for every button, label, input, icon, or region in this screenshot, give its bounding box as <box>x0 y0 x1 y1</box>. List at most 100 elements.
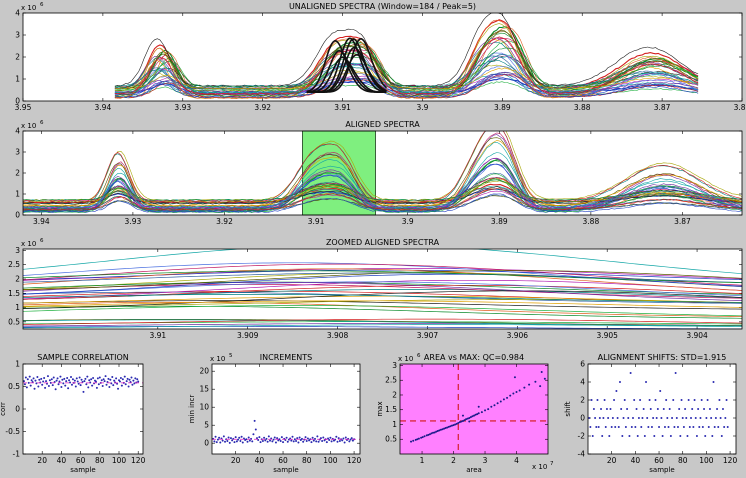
increments-point <box>229 437 232 440</box>
corr-point <box>136 378 139 381</box>
zoomed-xtick-label: 3.909 <box>237 331 259 340</box>
unaligned-xtick-label: 3.88 <box>574 103 591 112</box>
increments-point <box>269 439 272 442</box>
shifts-point <box>617 426 620 428</box>
aligned-series-line <box>23 139 742 207</box>
increments-point <box>330 440 333 443</box>
zoomed-series-line <box>23 272 742 283</box>
increments-point <box>293 438 296 441</box>
areamax-point <box>435 430 438 433</box>
corr-xlabel: sample <box>70 466 95 474</box>
increments-point <box>240 435 243 438</box>
corr-point <box>88 379 91 382</box>
shifts-point <box>720 435 723 437</box>
unaligned-ytick-label: 3 <box>15 31 20 40</box>
shifts-point <box>692 426 695 428</box>
areamax-point <box>468 417 471 419</box>
aligned-series-line <box>23 131 742 205</box>
unaligned-xtick-label: 3.87 <box>654 103 671 112</box>
aligned-series-line <box>23 152 742 208</box>
shifts-point <box>676 426 679 428</box>
aligned-title: ALIGNED SPECTRA <box>345 120 420 129</box>
shifts-point <box>621 435 624 437</box>
increments-point <box>254 428 257 431</box>
shifts-point <box>682 426 685 428</box>
areamax-point <box>493 404 496 407</box>
areamax-point <box>523 386 526 389</box>
corr-point <box>98 376 101 379</box>
aligned-exponent: 6 <box>40 120 44 126</box>
zoomed-xtick-label: 3.91 <box>149 331 166 340</box>
shifts-point <box>629 372 632 374</box>
zoomed-xtick-label: 3.904 <box>686 331 708 340</box>
areamax-point <box>480 411 483 414</box>
increments-point <box>227 436 230 439</box>
corr-point <box>35 382 38 385</box>
increments-point <box>325 441 328 444</box>
zoomed-ytick-label: 0.5 <box>8 317 20 326</box>
shifts-point <box>623 399 626 401</box>
increments-point <box>265 437 268 440</box>
shifts-point <box>687 399 690 401</box>
aligned-xtick-label: 3.94 <box>33 217 50 226</box>
shifts-xtick-label: 120 <box>723 456 738 465</box>
shifts-point <box>614 426 617 428</box>
increments-point <box>314 437 317 440</box>
shifts-point <box>636 435 639 437</box>
increments-point <box>316 435 319 438</box>
shifts-point <box>686 435 689 437</box>
shifts-point <box>615 390 618 392</box>
areamax-point <box>506 396 509 399</box>
shifts-xtick-label: 20 <box>607 456 617 465</box>
shifts-point <box>600 408 603 410</box>
corr-point <box>70 383 73 386</box>
areamax-point <box>455 422 458 425</box>
increments-point <box>317 440 320 443</box>
shifts-point <box>690 417 693 419</box>
shifts-point <box>649 408 652 410</box>
corr-point <box>45 380 48 383</box>
shifts-point <box>620 408 623 410</box>
increments-exp-base: x 10 <box>210 355 225 363</box>
increments-ylabel: min incr <box>188 395 196 424</box>
areamax-point <box>428 433 431 436</box>
zoomed-title: ZOOMED ALIGNED SPECTRA <box>326 238 440 247</box>
increments-point <box>341 439 344 442</box>
increments-ytick-label: 10 <box>199 403 209 412</box>
areamax-point <box>433 431 436 434</box>
increments-point <box>218 436 221 439</box>
increments-point <box>291 435 294 438</box>
zoomed-exponent: 6 <box>40 238 44 244</box>
increments-point <box>304 436 307 439</box>
increments-ytick-label: 0 <box>204 439 209 448</box>
increments-point <box>321 440 324 443</box>
corr-point <box>105 383 108 386</box>
zoomed-series-line <box>23 326 742 329</box>
areamax-point <box>436 429 439 432</box>
corr-point <box>69 381 72 384</box>
shifts-point <box>656 408 659 410</box>
corr-point <box>43 376 46 379</box>
increments-xtick-label: 120 <box>347 456 362 465</box>
increments-ytick-label: 20 <box>199 367 209 376</box>
areamax-point <box>512 392 515 395</box>
shifts-point <box>630 426 633 428</box>
unaligned-series-line <box>114 36 699 95</box>
corr-point <box>58 380 61 383</box>
corr-point <box>80 378 83 381</box>
increments-xtick-label: 40 <box>255 456 265 465</box>
corr-point <box>48 379 51 382</box>
shifts-point <box>618 381 621 383</box>
shifts-point <box>648 399 651 401</box>
shifts-point <box>631 417 634 419</box>
shifts-point <box>598 417 601 419</box>
areamax-point <box>449 425 452 428</box>
corr-point <box>118 380 121 383</box>
shifts-point <box>645 381 648 383</box>
aligned-ytick-label: 4 <box>15 127 20 136</box>
increments-point <box>241 441 244 444</box>
increments-point <box>279 440 282 443</box>
areamax-ytick-label: 1 <box>392 420 397 429</box>
increments-point <box>274 441 277 444</box>
unaligned-ytick-label: 4 <box>15 9 20 18</box>
